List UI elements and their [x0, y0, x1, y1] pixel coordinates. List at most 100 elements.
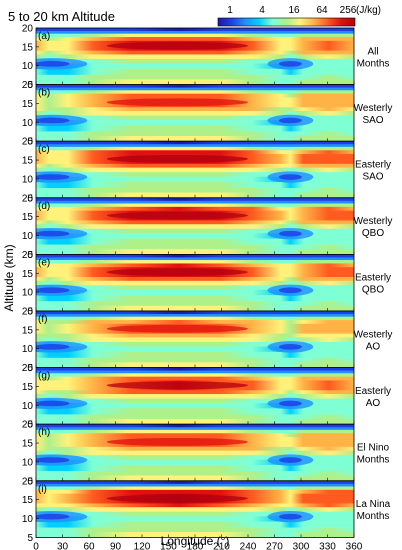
heatmap-band	[36, 181, 354, 189]
heatmap-band	[36, 197, 354, 202]
y-tick-label: 5	[27, 476, 33, 487]
y-tick-label: 20	[22, 193, 34, 204]
heatmap-band	[36, 367, 354, 371]
y-tick-label: 10	[22, 344, 34, 355]
heatmap-band	[36, 470, 354, 476]
heatmap-band	[36, 370, 354, 374]
heatmap-low-region	[36, 457, 70, 463]
y-tick-label: 5	[27, 420, 33, 431]
panel-tag: (a)	[38, 31, 50, 42]
heatmap-band	[36, 187, 354, 193]
heatmap-band	[36, 390, 354, 395]
heatmap-band	[36, 341, 354, 347]
x-tick-label: 270	[266, 541, 283, 550]
heatmap-core	[106, 381, 249, 390]
y-tick-label: 10	[22, 118, 34, 129]
heatmap-low-region	[36, 174, 70, 180]
x-tick-label: 0	[33, 541, 39, 550]
heatmap-band	[36, 141, 354, 145]
y-tick-label: 5	[27, 363, 33, 374]
heatmap-band	[36, 507, 354, 513]
heatmap-band	[36, 398, 354, 404]
heatmap-band	[36, 285, 354, 291]
heatmap-band	[36, 483, 354, 487]
heatmap-band	[36, 511, 354, 517]
heatmap-core	[106, 41, 249, 50]
panel-stack: 5101520(a)AllMonths5101520(b)WesterlySAO…	[22, 24, 393, 544]
y-tick-label: 15	[22, 382, 34, 393]
heatmap-band	[36, 172, 354, 177]
panel-label: SAO	[362, 115, 383, 126]
heatmap-core	[106, 154, 249, 163]
panel-tag: (e)	[38, 257, 50, 268]
panel-label: AO	[366, 341, 381, 352]
heatmap-band	[36, 357, 354, 363]
y-tick-label: 15	[22, 495, 34, 506]
heatmap-band	[36, 333, 354, 338]
heatmap-low-region	[36, 230, 70, 237]
heatmap-band	[36, 521, 354, 528]
panel-tag: (f)	[38, 314, 47, 325]
heatmap-band	[36, 33, 354, 38]
heatmap-low-region	[278, 457, 302, 463]
heatmap-band	[36, 480, 354, 485]
heatmap-band	[36, 146, 354, 151]
panel-label: Easterly	[355, 273, 391, 284]
heatmap-low-region	[278, 287, 302, 294]
y-tick-label: 20	[22, 250, 34, 261]
y-tick-label: 5	[27, 250, 33, 261]
heatmap-band	[36, 220, 354, 225]
colorbar-tick-label: 4	[259, 5, 265, 16]
heatmap-band	[36, 90, 354, 94]
y-tick-label: 10	[22, 457, 34, 468]
heatmap-band	[36, 107, 354, 112]
heatmap-low-region	[36, 117, 70, 124]
heatmap-band	[36, 346, 354, 353]
colorbar-tick-label: 1	[227, 5, 233, 16]
heatmap-band	[36, 228, 354, 234]
y-tick-label: 15	[22, 269, 34, 280]
heatmap-band	[36, 167, 354, 173]
x-tick-label: 210	[213, 541, 230, 550]
y-tick-label: 10	[22, 231, 34, 242]
heatmap-band	[36, 37, 354, 42]
heatmap-band	[36, 260, 354, 264]
panel-label: La Nina	[356, 499, 391, 510]
heatmap-core	[106, 494, 249, 503]
x-tick-label: 180	[187, 541, 204, 550]
heatmap-band	[36, 93, 354, 98]
heatmap-band	[36, 74, 354, 80]
heatmap-band	[36, 257, 354, 261]
heatmap-band	[36, 316, 354, 321]
panel-tag: (d)	[38, 201, 50, 212]
heatmap-low-region	[36, 61, 70, 67]
heatmap-band	[36, 289, 354, 296]
x-tick-label: 90	[110, 541, 122, 550]
heatmap-band	[36, 373, 354, 377]
heatmap-band	[36, 429, 354, 434]
y-tick-label: 20	[22, 363, 34, 374]
panel-label: Westerly	[354, 329, 393, 340]
heatmap-band	[36, 58, 354, 64]
colorbar-tick-label: 256	[340, 5, 357, 16]
colorbar-tick-label: 64	[316, 5, 328, 16]
heatmap-low-region	[278, 513, 302, 520]
y-tick-label: 20	[22, 80, 34, 91]
heatmap-band	[36, 84, 354, 88]
y-tick-label: 20	[22, 137, 34, 148]
panel-label: QBO	[362, 285, 384, 296]
panel-label: Easterly	[355, 160, 391, 171]
heatmap-band	[36, 277, 354, 282]
heatmap-band	[36, 427, 354, 431]
x-tick-label: 240	[240, 541, 257, 550]
heatmap-band	[36, 125, 354, 132]
heatmap-band	[36, 150, 354, 155]
heatmap-band	[36, 337, 354, 343]
heatmap-band	[36, 433, 354, 438]
x-tick-label: 120	[134, 541, 151, 550]
colorbar-bar	[217, 17, 356, 27]
